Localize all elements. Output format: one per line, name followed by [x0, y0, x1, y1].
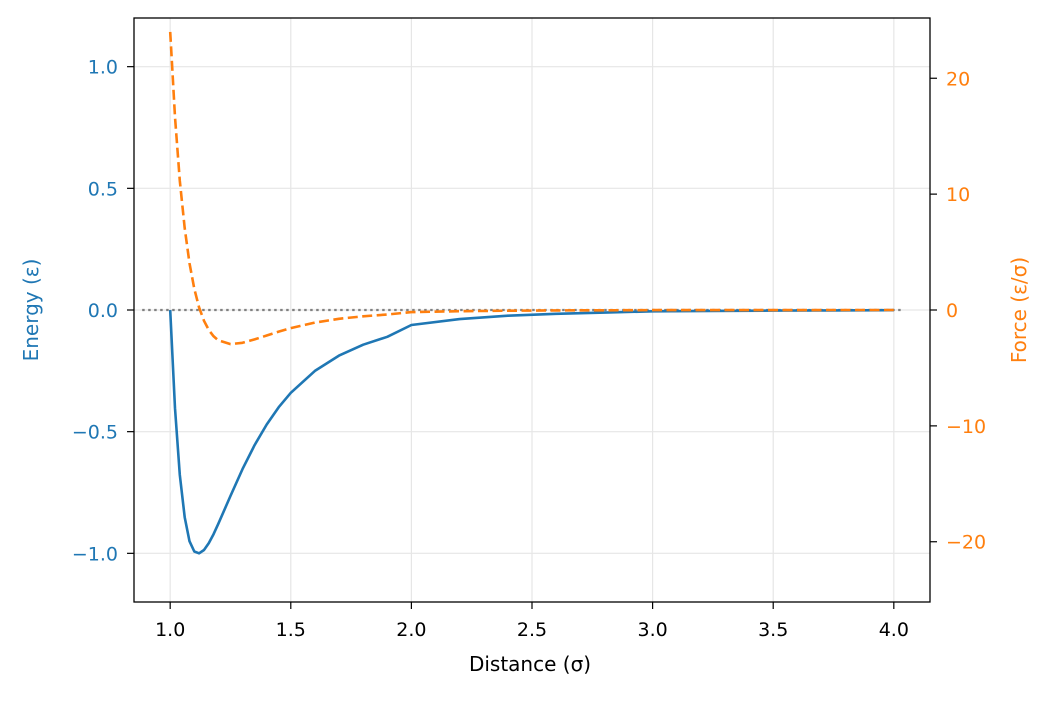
x-tick-label: 4.0 — [879, 619, 909, 641]
x-tick-label: 1.5 — [276, 619, 306, 641]
left-tick-label: 0.0 — [88, 300, 118, 322]
right-axis-label: Force (ε/σ) — [1007, 257, 1031, 363]
right-tick-label: 0 — [946, 300, 958, 322]
force-series-line — [168, 31, 894, 346]
right-tick-label: −20 — [946, 532, 986, 554]
x-tick-label: 1.0 — [155, 619, 185, 641]
left-tick-label: 1.0 — [88, 57, 118, 79]
left-axis-label: Energy (ε) — [19, 259, 43, 362]
x-axis-label: Distance (σ) — [469, 652, 591, 676]
right-tick-label: 10 — [946, 184, 970, 206]
right-tick-label: 20 — [946, 68, 970, 90]
x-tick-label: 2.5 — [517, 619, 547, 641]
left-tick-label: 0.5 — [88, 178, 118, 200]
right-tick-label: −10 — [946, 416, 986, 438]
tick-layer: 1.0 1.5 2.0 2.5 3.0 3.5 4.0 1.0 0.5 0.0 −0.5 −1.0 20… — [72, 57, 986, 641]
left-tick-label: −0.5 — [72, 422, 118, 444]
left-tick-label: −1.0 — [72, 543, 118, 565]
x-tick-label: 3.5 — [758, 619, 788, 641]
series-layer — [168, 31, 894, 555]
x-tick-label: 2.0 — [396, 619, 426, 641]
energy-series-line — [168, 308, 894, 555]
x-tick-label: 3.0 — [637, 619, 667, 641]
